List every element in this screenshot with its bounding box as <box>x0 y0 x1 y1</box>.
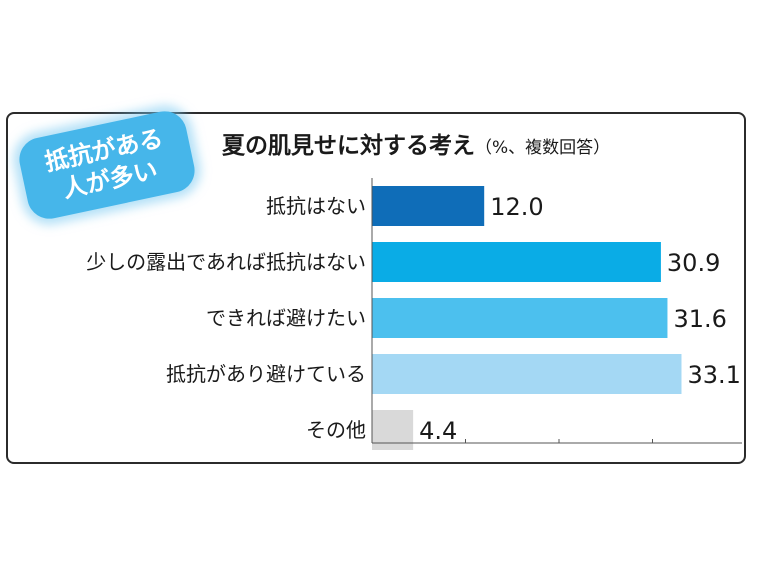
bar-4 <box>372 354 682 394</box>
bar-2 <box>372 242 661 282</box>
value-label-3: 31.6 <box>673 305 726 333</box>
chart-title-text: 夏の肌見せに対する考え <box>222 133 475 159</box>
category-label-4: 抵抗があり避けている <box>166 362 366 386</box>
value-label-2: 30.9 <box>667 249 720 277</box>
bar-1 <box>372 186 485 226</box>
category-label-5: その他 <box>306 418 366 442</box>
value-label-1: 12.0 <box>490 193 543 221</box>
bar-5 <box>372 410 414 450</box>
chart-title-note: （%、複数回答） <box>475 138 611 158</box>
bar-3 <box>372 298 668 338</box>
category-label-1: 抵抗はない <box>266 194 366 218</box>
chart-title: 夏の肌見せに対する考え（%、複数回答） <box>222 126 610 160</box>
value-label-5: 4.4 <box>419 417 457 445</box>
value-label-4: 33.1 <box>687 361 740 389</box>
category-label-2: 少しの露出であれば抵抗はない <box>86 250 366 274</box>
category-label-3: できれば避けたい <box>206 306 366 330</box>
